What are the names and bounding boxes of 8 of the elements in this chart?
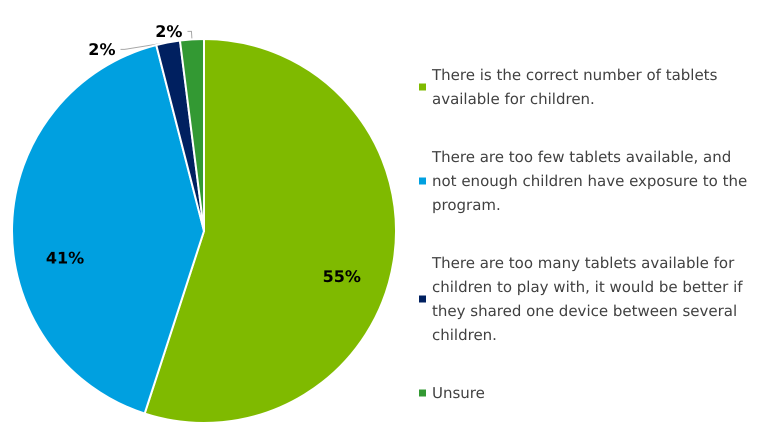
data-label: 2% [88, 40, 116, 59]
data-label: 55% [322, 266, 361, 286]
legend-label: Unsure [432, 384, 485, 402]
legend-label: There are too few tablets available, and not enough children have exposure to the program. [431, 148, 752, 214]
data-label: 2% [155, 22, 182, 41]
data-label: 41% [46, 248, 84, 268]
legend-label: There is the correct number of tablets available for children. [431, 66, 722, 108]
legend-label: There are too many tablets available for children to play with, it would be better if they shared one device between several children. [431, 254, 748, 344]
